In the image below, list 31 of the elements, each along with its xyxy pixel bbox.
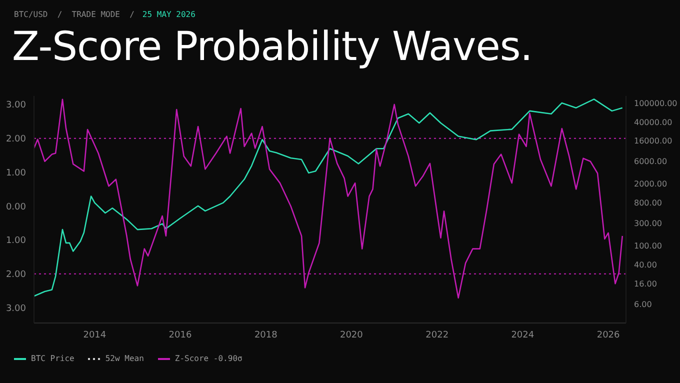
y2-tick-label: 6000.00	[634, 156, 668, 166]
y2-tick-label: 300.00	[634, 218, 662, 228]
legend-label: 52w Mean	[105, 354, 144, 363]
y-tick-label: 2.00	[6, 134, 26, 145]
y-tick-label: 2.00	[6, 270, 26, 280]
y-tick-label: 3.00	[6, 100, 26, 111]
y2-tick-label: 2000.00	[634, 180, 668, 189]
chart-subtitle: BTC/USD / TRADE MODE /	[14, 10, 134, 19]
y-tick-label: 1.00	[6, 236, 26, 246]
chart-title: Z-Score Probability Waves.	[12, 24, 532, 70]
y2-tick-label: 6.00	[634, 300, 652, 309]
x-tick-label: 2026	[596, 330, 620, 340]
y2-tick-label: 40.00	[634, 260, 657, 270]
x-tick-label: 2024	[511, 330, 534, 340]
y-tick-label: 0.00	[6, 202, 26, 212]
y2-tick-label: 100000.00	[634, 98, 678, 108]
x-tick-label: 2014	[83, 330, 106, 340]
y2-tick-label: 800.00	[634, 198, 662, 208]
x-tick-label: 2022	[426, 330, 449, 340]
x-tick-label: 2018	[254, 330, 278, 340]
y-tick-label: 1.00	[6, 168, 26, 178]
x-tick-label: 2020	[340, 330, 364, 340]
x-tick-label: 2016	[168, 330, 192, 340]
y2-tick-label: 40000.00	[634, 118, 672, 127]
y-tick-label: 3.00	[6, 304, 26, 314]
y2-tick-label: 100.00	[634, 242, 662, 251]
legend-label: Z-Score -0.90σ	[174, 354, 242, 363]
y2-tick-label: 16.00	[634, 280, 657, 289]
text: 25 MAY 2026	[142, 10, 196, 19]
legend-label: BTC Price	[31, 354, 74, 363]
y2-tick-label: 16000.00	[634, 136, 672, 146]
